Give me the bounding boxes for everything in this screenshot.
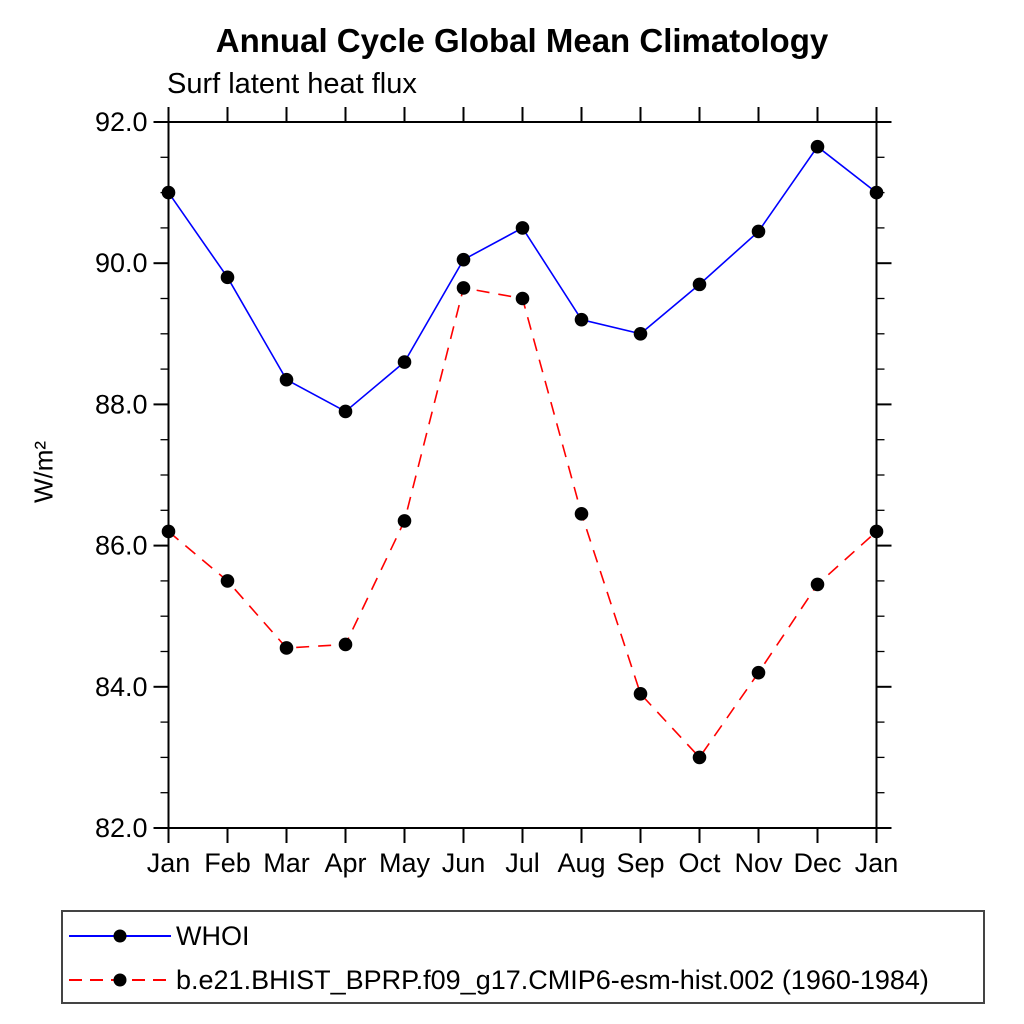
legend-item-model: b.e21.BHIST_BPRP.f09_g17.CMIP6-esm-hist.…	[68, 962, 929, 998]
x-tick-label: Nov	[734, 848, 783, 878]
legend-marker-dashed-line-dot	[69, 973, 171, 987]
data-point-model	[751, 665, 766, 680]
data-point-model	[574, 507, 589, 521]
data-point-whoi	[161, 185, 176, 200]
y-tick-label: 92.0	[95, 107, 148, 137]
legend-label-whoi: WHOI	[176, 920, 250, 951]
y-tick-label: 88.0	[95, 389, 148, 419]
legend: WHOI b.e21.BHIST_BPRP.f09_g17.CMIP6-esm-…	[61, 910, 985, 1004]
y-tick-label: 82.0	[95, 813, 148, 843]
x-tick-label: Jul	[505, 848, 540, 878]
data-point-model	[810, 577, 825, 592]
data-point-whoi	[515, 221, 530, 235]
x-tick-label: Mar	[263, 848, 310, 878]
legend-marker-solid-line-dot	[69, 929, 171, 943]
y-tick-label: 86.0	[95, 531, 148, 561]
x-tick-label: Sep	[616, 848, 664, 878]
data-point-model	[338, 637, 353, 652]
series-line-whoi	[167, 145, 877, 413]
data-point-whoi	[220, 270, 235, 285]
data-point-whoi	[338, 404, 353, 419]
legend-label-model: b.e21.BHIST_BPRP.f09_g17.CMIP6-esm-hist.…	[176, 964, 929, 995]
x-tick-label: Dec	[793, 848, 841, 878]
x-tick-label: Jan	[147, 848, 191, 878]
data-point-whoi	[574, 312, 589, 327]
data-point-model	[633, 687, 648, 701]
x-tick-label: Jan	[855, 848, 899, 878]
chart-title: Annual Cycle Global Mean Climatology	[215, 22, 829, 59]
chart-subtitle: Surf latent heat flux	[167, 68, 417, 100]
data-point-model	[515, 291, 530, 306]
data-point-model	[397, 514, 412, 528]
x-tick-label: Aug	[557, 848, 605, 878]
data-point-whoi	[810, 139, 825, 154]
data-point-model	[692, 750, 707, 765]
data-point-model	[279, 641, 294, 655]
x-tick-label: May	[379, 848, 431, 878]
data-point-whoi	[633, 327, 648, 341]
data-point-whoi	[751, 224, 766, 239]
data-point-whoi	[692, 277, 707, 292]
y-tick-label: 90.0	[95, 248, 148, 278]
data-point-model	[161, 524, 176, 539]
data-point-model	[456, 281, 471, 295]
x-tick-label: Feb	[204, 848, 251, 878]
legend-item-whoi: WHOI	[68, 918, 250, 954]
y-tick-label: 84.0	[95, 672, 148, 702]
data-point-model	[869, 524, 884, 539]
data-point-model	[220, 574, 235, 588]
x-tick-label: Jun	[442, 848, 486, 878]
data-point-whoi	[397, 355, 412, 369]
x-tick-label: Oct	[678, 848, 721, 878]
data-point-whoi	[279, 372, 294, 387]
data-point-whoi	[869, 185, 884, 200]
x-tick-label: Apr	[324, 848, 366, 878]
data-point-whoi	[456, 252, 471, 267]
